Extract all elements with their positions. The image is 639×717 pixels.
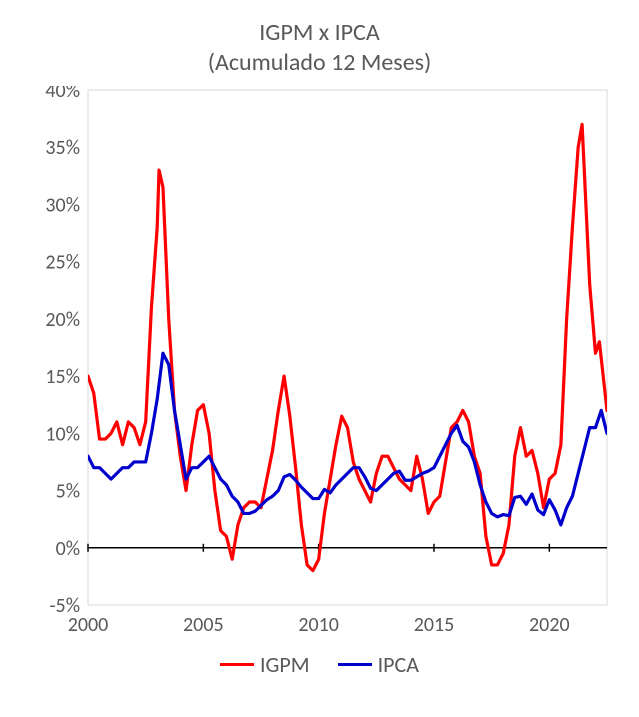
legend-swatch-igpm	[220, 663, 254, 666]
chart-title-line2: (Acumulado 12 Meses)	[208, 48, 432, 77]
y-tick-label: 0%	[56, 537, 80, 561]
chart-svg: -5%0%5%10%15%20%25%30%35%40%200020052010…	[24, 86, 615, 641]
chart-title: IGPM x IPCA (Acumulado 12 Meses)	[24, 18, 615, 78]
y-tick-label: 25%	[45, 251, 80, 275]
x-tick-label: 2005	[183, 613, 224, 637]
x-tick-label: 2000	[68, 613, 109, 637]
legend-item-igpm: IGPM	[220, 651, 310, 678]
legend: IGPM IPCA	[24, 651, 615, 678]
x-tick-label: 2020	[529, 613, 570, 637]
y-tick-label: 15%	[45, 365, 80, 389]
chart-container: IGPM x IPCA (Acumulado 12 Meses) -5%0%5%…	[0, 0, 639, 717]
plot-area: -5%0%5%10%15%20%25%30%35%40%200020052010…	[24, 86, 615, 641]
y-tick-label: 35%	[45, 136, 80, 160]
x-tick-label: 2010	[298, 613, 339, 637]
legend-item-ipca: IPCA	[338, 651, 419, 678]
y-tick-label: 40%	[45, 86, 80, 103]
y-tick-label: 10%	[45, 422, 80, 446]
legend-label-ipca: IPCA	[378, 651, 419, 678]
legend-label-igpm: IGPM	[260, 651, 310, 678]
y-tick-label: 30%	[45, 193, 80, 217]
y-tick-label: 5%	[56, 480, 80, 504]
y-tick-label: 20%	[45, 308, 80, 332]
x-tick-label: 2015	[414, 613, 455, 637]
chart-title-line1: IGPM x IPCA	[259, 18, 379, 47]
legend-swatch-ipca	[338, 663, 372, 666]
